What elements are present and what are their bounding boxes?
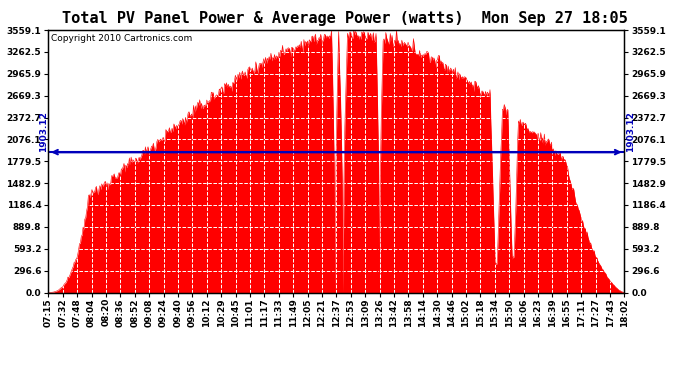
Text: Total PV Panel Power & Average Power (watts)  Mon Sep 27 18:05: Total PV Panel Power & Average Power (wa…: [62, 11, 628, 26]
Text: Copyright 2010 Cartronics.com: Copyright 2010 Cartronics.com: [51, 34, 193, 43]
Text: 1903.12: 1903.12: [626, 111, 635, 152]
Text: 1903.12: 1903.12: [39, 111, 48, 152]
